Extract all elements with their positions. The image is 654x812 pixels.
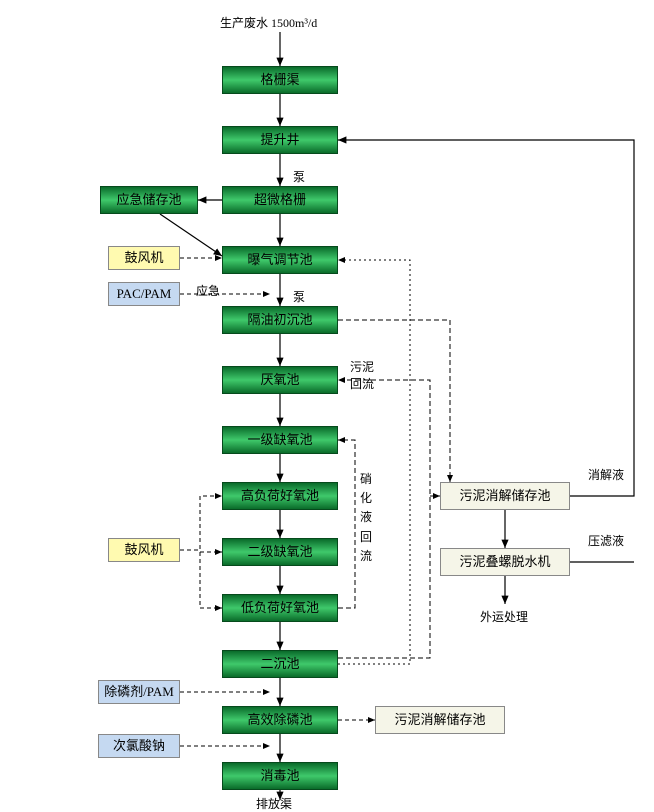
flowchart-container: 生产废水 1500m³/d 泵 泵 应急 污泥 回流 硝 化 液 回 流 消解液… [0,0,654,812]
node-wuni2: 污泥叠螺脱水机 [440,548,570,576]
node-baoqi: 曝气调节池 [222,246,338,274]
title-label: 生产废水 1500m³/d [220,14,317,31]
node-wuni3: 污泥消解储存池 [375,706,505,734]
node-xiaodu: 消毒池 [222,762,338,790]
node-erchen: 二沉池 [222,650,338,678]
node-tisheng: 提升井 [222,126,338,154]
xiaojieye-label: 消解液 [588,466,624,483]
node-pacpam: PAC/PAM [108,282,180,306]
node-difuhe: 低负荷好氧池 [222,594,338,622]
paifang-label: 排放渠 [256,795,292,812]
waiyun-label: 外运处理 [480,608,528,625]
node-cilusuan: 次氯酸钠 [98,734,180,758]
node-gesh: 格栅渠 [222,66,338,94]
node-chulin: 除磷剂/PAM [98,680,180,704]
wuni-huiliu-label: 污泥 回流 [350,358,374,392]
node-yiji: 一级缺氧池 [222,426,338,454]
pump1-label: 泵 [293,168,305,185]
node-chaowei: 超微格栅 [222,186,338,214]
yingji-label: 应急 [196,282,220,299]
node-geyou: 隔油初沉池 [222,306,338,334]
node-gaofuhe: 高负荷好氧池 [222,482,338,510]
node-gufeng1: 鼓风机 [108,246,180,270]
node-erji: 二级缺氧池 [222,538,338,566]
node-yanyang: 厌氧池 [222,366,338,394]
node-gufeng2: 鼓风机 [108,538,180,562]
xiaohua-label: 硝 化 液 回 流 [360,470,372,566]
pump2-label: 泵 [293,288,305,305]
node-gaoxiao: 高效除磷池 [222,706,338,734]
node-yingji: 应急储存池 [100,186,198,214]
node-wuni1: 污泥消解储存池 [440,482,570,510]
yaluye-label: 压滤液 [588,532,624,549]
